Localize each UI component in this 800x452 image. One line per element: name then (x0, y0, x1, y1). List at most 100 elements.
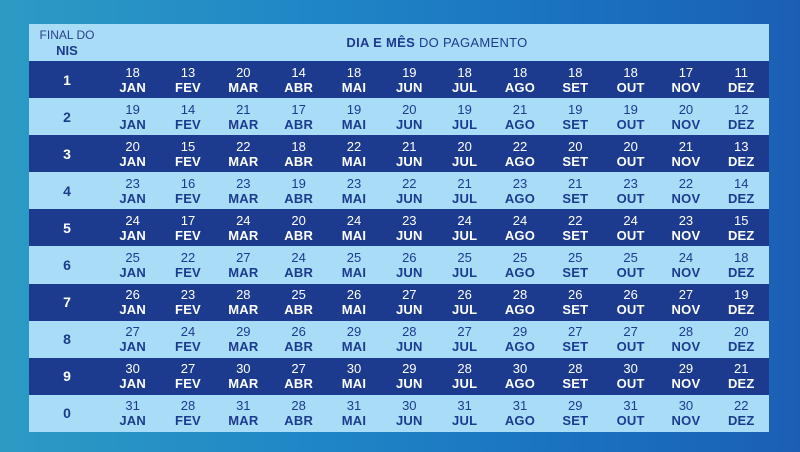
payment-date-cell: 28 AGO (492, 287, 547, 317)
payment-month: DEZ (727, 116, 755, 132)
payment-month: MAR (228, 413, 259, 429)
payment-date-cell: 18 DEZ (714, 250, 769, 280)
nis-header-line2: NIS (56, 42, 78, 58)
payment-day: 21 (568, 175, 583, 191)
payment-month: FEV (175, 265, 201, 281)
payment-day: 17 (291, 101, 306, 117)
payment-day: 27 (623, 324, 638, 340)
payment-date-cell: 24 FEV (160, 324, 215, 354)
payment-month: AGO (504, 302, 536, 318)
payment-month: JUN (396, 302, 423, 318)
payment-month: AGO (504, 153, 536, 169)
payment-date-cell: 21 JUN (382, 139, 437, 169)
payment-month: MAR (228, 79, 259, 95)
payment-month: MAI (341, 413, 367, 429)
payment-day: 29 (568, 398, 583, 414)
payment-month: JAN (119, 116, 146, 132)
payment-day: 30 (512, 361, 528, 377)
payment-day: 26 (402, 250, 417, 266)
table-row: 6 25 JAN 22 FEV 27 MAR 24 ABR 25 MAI 26 JUN 25 JUL 25 AG… (29, 246, 769, 284)
payment-month: MAI (341, 265, 367, 281)
payment-month: MAI (341, 116, 367, 132)
payment-month: JAN (119, 265, 146, 281)
payment-date-cell: 24 OUT (603, 213, 658, 243)
payment-day: 20 (457, 138, 472, 154)
payment-date-cell: 31 MAI (326, 398, 381, 428)
payment-day: 25 (623, 250, 638, 266)
payment-day: 20 (236, 64, 251, 80)
payment-month: DEZ (727, 265, 755, 281)
table-header: FINAL DO NIS DIA E MÊS DO PAGAMENTO (29, 24, 769, 61)
payment-date-cell: 25 ABR (271, 287, 326, 317)
payment-month: JAN (119, 339, 146, 355)
payment-day: 11 (734, 64, 749, 80)
payment-month: DEZ (727, 79, 755, 95)
payment-month: JUL (452, 227, 478, 243)
payment-date-cell: 21 JUL (437, 176, 492, 206)
nis-final-digit: 0 (63, 405, 71, 422)
payment-date-cell: 30 OUT (603, 361, 658, 391)
payment-month: OUT (616, 153, 645, 169)
payment-day: 29 (402, 361, 417, 377)
nis-final-digit: 5 (63, 219, 71, 236)
payment-month: MAR (228, 339, 259, 355)
payment-date-cell: 26 SET (548, 287, 603, 317)
payment-month: JAN (119, 376, 146, 392)
payment-day: 29 (678, 361, 694, 377)
payment-month: JAN (119, 153, 146, 169)
payment-date-cell: 20 JUN (382, 102, 437, 132)
payment-month: MAR (228, 376, 259, 392)
payment-date-cell: 27 ABR (271, 361, 326, 391)
payment-date-cell: 22 SET (548, 213, 603, 243)
payment-month: ABR (284, 302, 314, 318)
payment-month: ABR (284, 79, 314, 95)
nis-final-digit: 4 (63, 182, 71, 199)
payment-month: AGO (504, 376, 536, 392)
payment-date-cell: 24 AGO (492, 213, 547, 243)
payment-day: 17 (678, 64, 694, 80)
payment-day: 23 (125, 175, 140, 191)
payment-date-cell: 27 FEV (160, 361, 215, 391)
payment-month: MAI (341, 79, 367, 95)
payment-date-cell: 13 FEV (160, 65, 215, 95)
payment-month: OUT (616, 116, 645, 132)
payment-day: 23 (402, 212, 417, 228)
payment-month: FEV (175, 339, 201, 355)
payment-dates: 19 JAN 14 FEV 21 MAR 17 ABR 19 MAI 20 JUN 19 JUL 21 AGO… (105, 102, 769, 132)
payment-month: ABR (284, 190, 314, 206)
payment-date-cell: 24 MAR (216, 213, 271, 243)
payment-month: MAR (228, 265, 259, 281)
payment-day: 19 (402, 64, 417, 80)
payment-date-cell: 17 FEV (160, 213, 215, 243)
payment-day: 27 (291, 361, 306, 377)
payment-dates: 24 JAN 17 FEV 24 MAR 20 ABR 24 MAI 23 JUN 24 JUL 24 AGO… (105, 213, 769, 243)
payment-date-cell: 23 JAN (105, 176, 160, 206)
payment-month: DEZ (727, 413, 755, 429)
payment-day: 27 (402, 287, 417, 303)
payment-month: ABR (284, 265, 314, 281)
payment-month: MAR (228, 153, 259, 169)
payment-day: 28 (180, 398, 196, 414)
table-row: 9 30 JAN 27 FEV 30 MAR 27 ABR 30 MAI 29 JUN 28 JUL 30 AG… (29, 357, 769, 395)
payment-day: 24 (125, 212, 140, 228)
payment-month: OUT (616, 339, 645, 355)
payment-date-cell: 14 DEZ (714, 176, 769, 206)
payment-month: FEV (175, 413, 201, 429)
payment-month: JUL (452, 79, 478, 95)
payment-day: 25 (457, 250, 472, 266)
payment-day: 18 (346, 64, 362, 80)
payment-day: 26 (125, 287, 140, 303)
payment-month: AGO (504, 413, 536, 429)
payment-day: 20 (402, 101, 417, 117)
payment-date-cell: 27 MAR (216, 250, 271, 280)
payment-date-cell: 20 NOV (658, 102, 713, 132)
payment-day: 29 (236, 324, 251, 340)
payment-month: JUN (396, 376, 423, 392)
payment-date-cell: 23 AGO (492, 176, 547, 206)
payment-day: 25 (346, 250, 362, 266)
payment-month: DEZ (727, 190, 755, 206)
payment-day: 26 (291, 324, 306, 340)
payment-day: 31 (457, 398, 472, 414)
payment-day: 22 (734, 398, 749, 414)
payment-day: 19 (568, 101, 583, 117)
